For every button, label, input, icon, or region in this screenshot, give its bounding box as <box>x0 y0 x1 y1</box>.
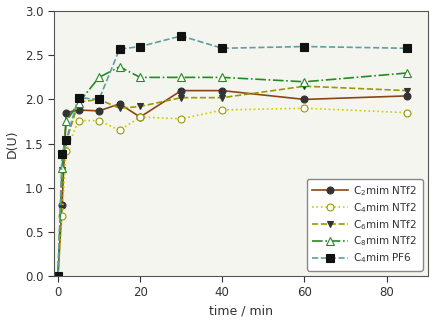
C$_2$mim NTf2 <box>302 98 307 101</box>
C$_6$mim NTf2 <box>179 96 184 99</box>
C$_8$mim NTf2 <box>138 75 143 79</box>
C$_4$mim NTf2 <box>220 108 225 112</box>
C$_6$mim NTf2 <box>59 168 65 172</box>
C$_2$mim NTf2 <box>59 203 65 207</box>
C$_2$mim NTf2 <box>76 108 81 112</box>
C$_6$mim NTf2 <box>404 89 410 93</box>
C$_4$mim PF6 <box>220 46 225 50</box>
Line: C$_2$mim NTf2: C$_2$mim NTf2 <box>55 87 411 279</box>
X-axis label: time / min: time / min <box>209 305 273 318</box>
C$_6$mim NTf2 <box>117 106 122 110</box>
C$_8$mim NTf2 <box>117 65 122 69</box>
C$_2$mim NTf2 <box>220 89 225 93</box>
C$_6$mim NTf2 <box>302 84 307 88</box>
C$_4$mim PF6 <box>138 45 143 49</box>
C$_4$mim PF6 <box>117 47 122 51</box>
C$_2$mim NTf2 <box>404 94 410 98</box>
Line: C$_8$mim NTf2: C$_8$mim NTf2 <box>54 63 411 280</box>
C$_4$mim NTf2 <box>56 274 61 278</box>
C$_2$mim NTf2 <box>179 89 184 93</box>
C$_8$mim NTf2 <box>404 71 410 75</box>
C$_4$mim NTf2 <box>138 115 143 119</box>
C$_8$mim NTf2 <box>96 75 102 79</box>
C$_4$mim PF6 <box>56 274 61 278</box>
Line: C$_4$mim NTf2: C$_4$mim NTf2 <box>55 105 411 279</box>
C$_8$mim NTf2 <box>220 75 225 79</box>
C$_2$mim NTf2 <box>117 102 122 106</box>
C$_6$mim NTf2 <box>220 96 225 99</box>
C$_4$mim PF6 <box>179 34 184 38</box>
C$_8$mim NTf2 <box>59 166 65 170</box>
C$_2$mim NTf2 <box>138 115 143 119</box>
C$_6$mim NTf2 <box>96 98 102 101</box>
Legend: C$_2$mim NTf2, C$_4$mim NTf2, C$_6$mim NTf2, C$_8$mim NTf2, C$_4$mim PF6: C$_2$mim NTf2, C$_4$mim NTf2, C$_6$mim N… <box>306 179 423 271</box>
C$_6$mim NTf2 <box>63 140 69 144</box>
C$_4$mim NTf2 <box>96 119 102 122</box>
C$_6$mim NTf2 <box>76 100 81 104</box>
C$_6$mim NTf2 <box>56 274 61 278</box>
C$_4$mim PF6 <box>404 46 410 50</box>
C$_4$mim NTf2 <box>302 106 307 110</box>
C$_6$mim NTf2 <box>138 105 143 109</box>
C$_4$mim PF6 <box>63 138 69 142</box>
C$_2$mim NTf2 <box>63 111 69 115</box>
C$_4$mim NTf2 <box>404 111 410 115</box>
C$_4$mim PF6 <box>96 98 102 101</box>
C$_4$mim PF6 <box>59 152 65 156</box>
Line: C$_6$mim NTf2: C$_6$mim NTf2 <box>55 83 411 279</box>
Y-axis label: D(U): D(U) <box>6 129 19 158</box>
C$_8$mim NTf2 <box>63 120 69 123</box>
C$_4$mim NTf2 <box>63 149 69 153</box>
C$_4$mim NTf2 <box>59 214 65 218</box>
C$_8$mim NTf2 <box>56 274 61 278</box>
C$_4$mim NTf2 <box>117 128 122 132</box>
C$_4$mim PF6 <box>302 45 307 49</box>
C$_4$mim PF6 <box>76 96 81 99</box>
C$_2$mim NTf2 <box>56 274 61 278</box>
C$_8$mim NTf2 <box>302 80 307 84</box>
C$_4$mim NTf2 <box>76 119 81 122</box>
C$_8$mim NTf2 <box>76 101 81 105</box>
C$_2$mim NTf2 <box>96 109 102 113</box>
C$_4$mim NTf2 <box>179 117 184 121</box>
C$_8$mim NTf2 <box>179 75 184 79</box>
Line: C$_4$mim PF6: C$_4$mim PF6 <box>54 32 411 280</box>
